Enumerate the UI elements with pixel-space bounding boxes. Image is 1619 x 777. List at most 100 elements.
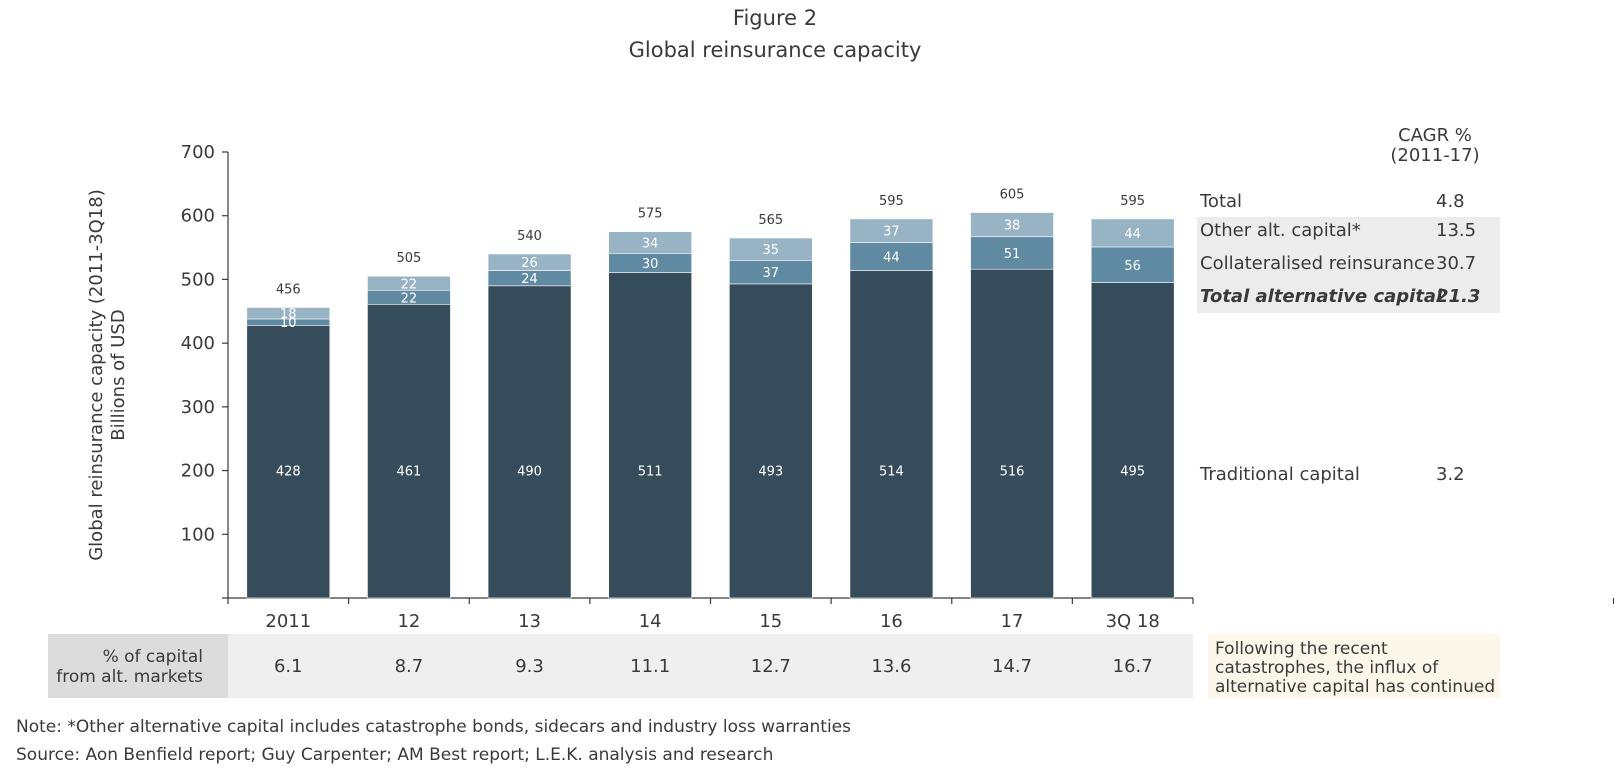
alt-capital-band — [1197, 217, 1500, 313]
legend-traditional: Traditional capital — [1200, 464, 1360, 485]
chart-axes: 100 200 300 400 500 600 700 2011 12 13 14 15 16 17 3Q … — [181, 142, 1194, 632]
x-tick-label: 16 — [880, 611, 903, 632]
bar-segment-traditional — [970, 268, 1054, 599]
bar-segment-other-alt — [849, 218, 934, 243]
x-tick-label: 17 — [1001, 611, 1024, 632]
label-traditional: 516 — [1000, 465, 1025, 480]
label-collateralised: 30 — [642, 257, 659, 272]
label-collateralised: 56 — [1124, 259, 1141, 274]
bar-segment-collateralised — [970, 236, 1054, 270]
cagr-collateralised: 30.7 — [1436, 253, 1477, 274]
bar-segment-other-alt — [1090, 218, 1175, 248]
x-tick-label: 13 — [518, 611, 541, 632]
legend-other-alt: Other alt. capital* — [1200, 220, 1361, 241]
cagr-header-line2: (2011-17) — [1390, 145, 1480, 166]
y-tick-label: 200 — [181, 461, 215, 482]
bar-total-label: 505 — [397, 251, 422, 266]
label-other-alt: 38 — [1004, 219, 1021, 234]
bar-segment-other-alt — [729, 237, 813, 261]
label-collateralised: 10 — [280, 316, 297, 331]
label-traditional: 511 — [638, 465, 663, 480]
chart-bars — [246, 212, 1175, 599]
callout-box — [1208, 634, 1500, 698]
x-tick-label: 12 — [397, 611, 420, 632]
x-tick-label: 3Q 18 — [1106, 611, 1160, 632]
label-traditional: 461 — [397, 465, 422, 480]
y-tick-label: 400 — [181, 333, 215, 354]
bar-segment-other-alt — [970, 212, 1054, 238]
bar-total-label: 565 — [758, 213, 783, 228]
label-other-alt: 37 — [883, 225, 900, 240]
label-other-alt: 44 — [1124, 227, 1141, 242]
y-tick-label: 700 — [181, 142, 215, 163]
label-collateralised: 37 — [763, 266, 780, 281]
bar-total-label: 605 — [1000, 188, 1025, 203]
bar-total-label: 540 — [517, 229, 542, 244]
pct-label-box — [48, 634, 228, 698]
y-tick-label: 100 — [181, 524, 215, 545]
cagr-header: CAGR % (2011-17) — [1380, 126, 1490, 166]
bar-total-label: 456 — [276, 282, 301, 297]
y-axis-units: Billions of USD — [108, 309, 129, 440]
bar-segment-traditional — [487, 285, 572, 599]
bar-total-label: 575 — [638, 207, 663, 222]
pct-value: 13.6 — [871, 656, 912, 677]
label-collateralised: 44 — [883, 250, 900, 265]
y-tick-label: 300 — [181, 397, 215, 418]
label-traditional: 490 — [517, 465, 542, 480]
pct-value: 16.7 — [1112, 656, 1153, 677]
pct-value: 6.1 — [273, 656, 303, 677]
x-tick-label: 2011 — [265, 611, 311, 632]
label-traditional: 495 — [1120, 465, 1145, 480]
cagr-other-alt: 13.5 — [1436, 220, 1477, 241]
figure-title: Global reinsurance capacity — [628, 38, 922, 62]
bar-segment-traditional — [1090, 282, 1175, 599]
label-traditional: 493 — [758, 465, 783, 480]
pct-row-label: % of capital from alt. markets — [48, 647, 203, 687]
pct-value: 9.3 — [515, 656, 544, 677]
x-tick-label: 14 — [639, 611, 662, 632]
label-other-alt: 18 — [280, 307, 297, 322]
label-other-alt: 26 — [521, 256, 538, 271]
bar-total-label: 595 — [879, 194, 904, 209]
pct-row-label-line1: % of capital — [102, 647, 203, 667]
legend-total: Total — [1200, 191, 1243, 212]
cagr-total-alt: 21.3 — [1436, 286, 1481, 307]
label-traditional: 514 — [879, 465, 904, 480]
legend-collateralised: Collateralised reinsurance — [1200, 253, 1435, 274]
bar-segment-collateralised — [849, 242, 934, 271]
label-collateralised: 22 — [401, 291, 418, 306]
label-traditional: 428 — [276, 465, 301, 480]
legend-total-alt: Total alternative capital — [1200, 286, 1443, 307]
pct-value: 12.7 — [750, 656, 791, 677]
callout-text: Following the recent catastrophes, the i… — [1215, 639, 1496, 697]
bar-segment-traditional — [729, 283, 813, 599]
bar-segment-other-alt — [246, 307, 331, 320]
label-other-alt: 34 — [642, 236, 659, 251]
bar-segment-other-alt — [487, 253, 572, 271]
label-collateralised: 24 — [521, 272, 538, 287]
pct-value: 14.7 — [992, 656, 1033, 677]
label-other-alt: 35 — [763, 243, 780, 258]
pct-value: 8.7 — [394, 656, 424, 677]
y-tick-label: 600 — [181, 206, 215, 227]
cagr-header-line1: CAGR % — [1398, 125, 1472, 146]
cagr-traditional: 3.2 — [1436, 464, 1465, 485]
cagr-total: 4.8 — [1436, 191, 1465, 212]
x-tick-label: 15 — [759, 611, 782, 632]
bar-segment-other-alt — [367, 275, 451, 291]
source: Source: Aon Benfield report; Guy Carpent… — [16, 745, 774, 765]
bar-segment-other-alt — [608, 231, 692, 254]
label-other-alt: 22 — [401, 277, 418, 292]
bar-segment-collateralised — [1090, 246, 1175, 283]
bar-segment-traditional — [367, 303, 451, 599]
bar-segment-traditional — [608, 272, 692, 599]
bar-segment-traditional — [246, 325, 331, 599]
figure-label: Figure 2 — [732, 6, 818, 30]
bar-total-label: 595 — [1120, 194, 1145, 209]
pct-value: 11.1 — [630, 656, 671, 677]
y-tick-label: 500 — [181, 269, 215, 290]
pct-row — [228, 634, 1193, 698]
